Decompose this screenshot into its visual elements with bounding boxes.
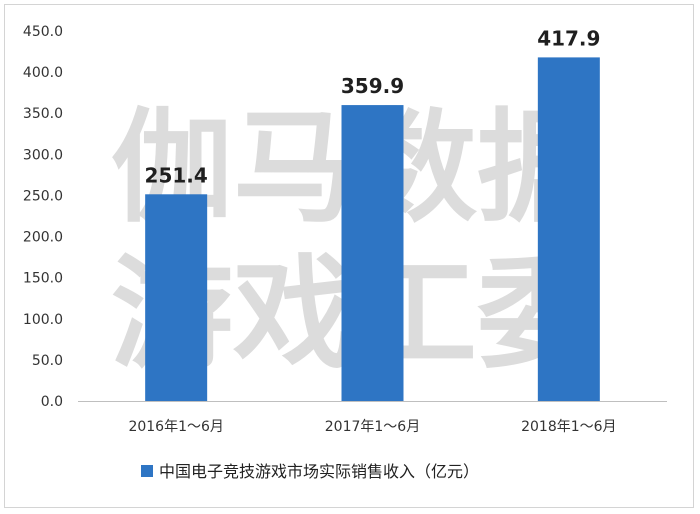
legend-swatch: [141, 465, 153, 477]
y-tick-label: 100.0: [23, 312, 63, 328]
data-labels: 251.4 359.9 417.9: [145, 26, 601, 187]
y-tick-label: 300.0: [23, 147, 63, 163]
y-tick-label: 400.0: [23, 65, 63, 81]
y-tick-label: 350.0: [23, 106, 63, 122]
y-tick-label: 450.0: [23, 24, 63, 40]
bar: [537, 57, 600, 401]
y-axis: 0.0 50.0 100.0 150.0 200.0 250.0 300.0 350.0 400…: [23, 24, 63, 410]
x-axis: 2016年1～6月 2017年1～6月 2018年1～6月: [128, 419, 616, 435]
data-label: 251.4: [145, 163, 208, 187]
bar: [341, 105, 404, 402]
data-label: 359.9: [341, 74, 404, 98]
bars: [145, 57, 600, 402]
y-tick-label: 150.0: [23, 271, 63, 287]
y-tick-label: 200.0: [23, 230, 63, 246]
x-tick-label: 2017年1～6月: [325, 419, 420, 435]
x-tick-label: 2016年1～6月: [128, 419, 223, 435]
legend-label: 中国电子竞技游戏市场实际销售收入（亿元）: [159, 462, 479, 481]
data-label: 417.9: [537, 26, 600, 50]
y-tick-label: 0.0: [41, 394, 63, 410]
x-tick-label: 2018年1～6月: [521, 419, 616, 435]
y-tick-label: 50.0: [32, 353, 63, 369]
bar: [145, 194, 208, 401]
y-tick-label: 250.0: [23, 188, 63, 204]
legend: 中国电子竞技游戏市场实际销售收入（亿元）: [141, 462, 479, 481]
